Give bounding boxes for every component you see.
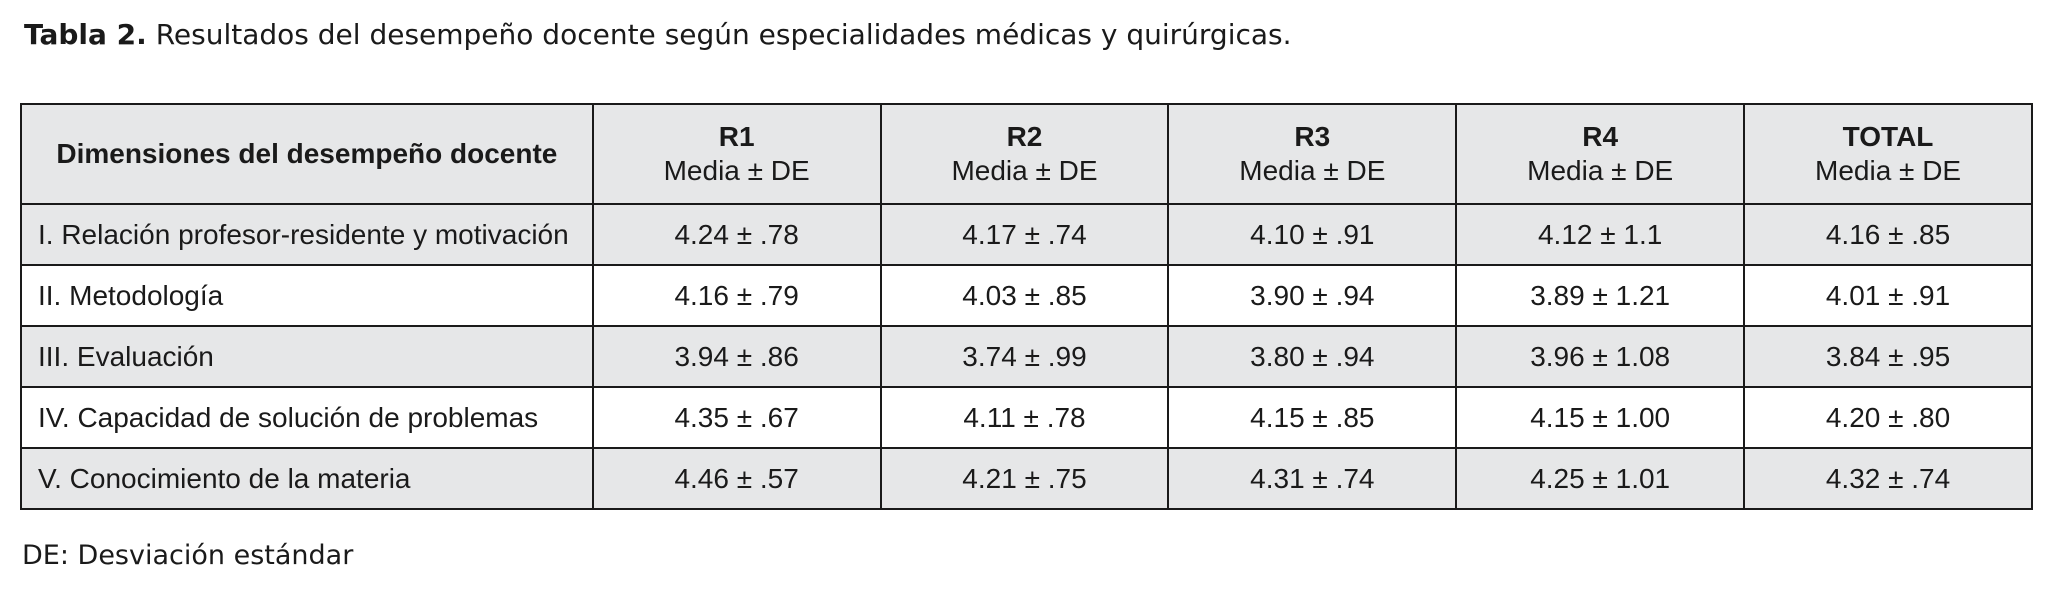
header-total-name: TOTAL — [1842, 121, 1934, 152]
table-row: IV. Capacidad de solución de problemas 4… — [20, 386, 2033, 449]
cell-r4: 4.12 ± 1.1 — [1455, 203, 1746, 266]
cell-r1: 4.46 ± .57 — [591, 447, 882, 510]
row-dimension-label: III. Evaluación — [20, 325, 594, 388]
table-row: II. Metodología 4.16 ± .79 4.03 ± .85 3.… — [20, 264, 2033, 327]
cell-r1: 3.94 ± .86 — [591, 325, 882, 388]
caption-label: Tabla 2. — [24, 18, 147, 51]
table-row: III. Evaluación 3.94 ± .86 3.74 ± .99 3.… — [20, 325, 2033, 388]
header-r1-stat: Media ± DE — [663, 155, 810, 186]
table-header-row: Dimensiones del desempeño docente R1 Medi… — [20, 103, 2033, 205]
cell-r4: 4.25 ± 1.01 — [1455, 447, 1746, 510]
cell-r2: 4.03 ± .85 — [879, 264, 1170, 327]
header-r4: R4 Media ± DE — [1455, 103, 1746, 205]
header-dimensions: Dimensiones del desempeño docente — [20, 103, 594, 205]
header-r3-name: R3 — [1294, 121, 1331, 152]
table-caption: Tabla 2. Resultados del desempeño docent… — [24, 18, 1292, 51]
row-dimension-label: II. Metodología — [20, 264, 594, 327]
cell-r3: 4.10 ± .91 — [1167, 203, 1458, 266]
cell-r1: 4.24 ± .78 — [591, 203, 882, 266]
cell-r2: 4.11 ± .78 — [879, 386, 1170, 449]
row-dimension-label: V. Conocimiento de la materia — [20, 447, 594, 510]
cell-r2: 4.21 ± .75 — [879, 447, 1170, 510]
cell-r2: 4.17 ± .74 — [879, 203, 1170, 266]
header-r3: R3 Media ± DE — [1167, 103, 1458, 205]
cell-total: 4.32 ± .74 — [1743, 447, 2033, 510]
header-total-stat: Media ± DE — [1815, 155, 1962, 186]
header-r2: R2 Media ± DE — [879, 103, 1170, 205]
cell-r3: 3.90 ± .94 — [1167, 264, 1458, 327]
cell-r3: 3.80 ± .94 — [1167, 325, 1458, 388]
cell-r1: 4.35 ± .67 — [591, 386, 882, 449]
cell-r3: 4.31 ± .74 — [1167, 447, 1458, 510]
cell-r4: 4.15 ± 1.00 — [1455, 386, 1746, 449]
cell-r2: 3.74 ± .99 — [879, 325, 1170, 388]
row-dimension-label: IV. Capacidad de solución de problemas — [20, 386, 594, 449]
header-r4-name: R4 — [1582, 121, 1619, 152]
caption-text: Resultados del desempeño docente según e… — [146, 18, 1292, 51]
row-dimension-label: I. Relación profesor-residente y motivac… — [20, 203, 594, 266]
results-table: Dimensiones del desempeño docente R1 Medi… — [20, 103, 2033, 510]
table-footnote: DE: Desviación estándar — [22, 540, 354, 571]
cell-r4: 3.96 ± 1.08 — [1455, 325, 1746, 388]
cell-total: 4.16 ± .85 — [1743, 203, 2033, 266]
header-r1-name: R1 — [718, 121, 755, 152]
header-r2-name: R2 — [1006, 121, 1043, 152]
cell-total: 4.20 ± .80 — [1743, 386, 2033, 449]
header-r3-stat: Media ± DE — [1239, 155, 1386, 186]
table-row: V. Conocimiento de la materia 4.46 ± .57… — [20, 447, 2033, 510]
header-r2-stat: Media ± DE — [951, 155, 1098, 186]
header-r1: R1 Media ± DE — [591, 103, 882, 205]
header-total: TOTAL Media ± DE — [1743, 103, 2033, 205]
cell-r3: 4.15 ± .85 — [1167, 386, 1458, 449]
cell-r1: 4.16 ± .79 — [591, 264, 882, 327]
header-r4-stat: Media ± DE — [1527, 155, 1674, 186]
cell-total: 3.84 ± .95 — [1743, 325, 2033, 388]
table-row: I. Relación profesor-residente y motivac… — [20, 203, 2033, 266]
cell-total: 4.01 ± .91 — [1743, 264, 2033, 327]
cell-r4: 3.89 ± 1.21 — [1455, 264, 1746, 327]
